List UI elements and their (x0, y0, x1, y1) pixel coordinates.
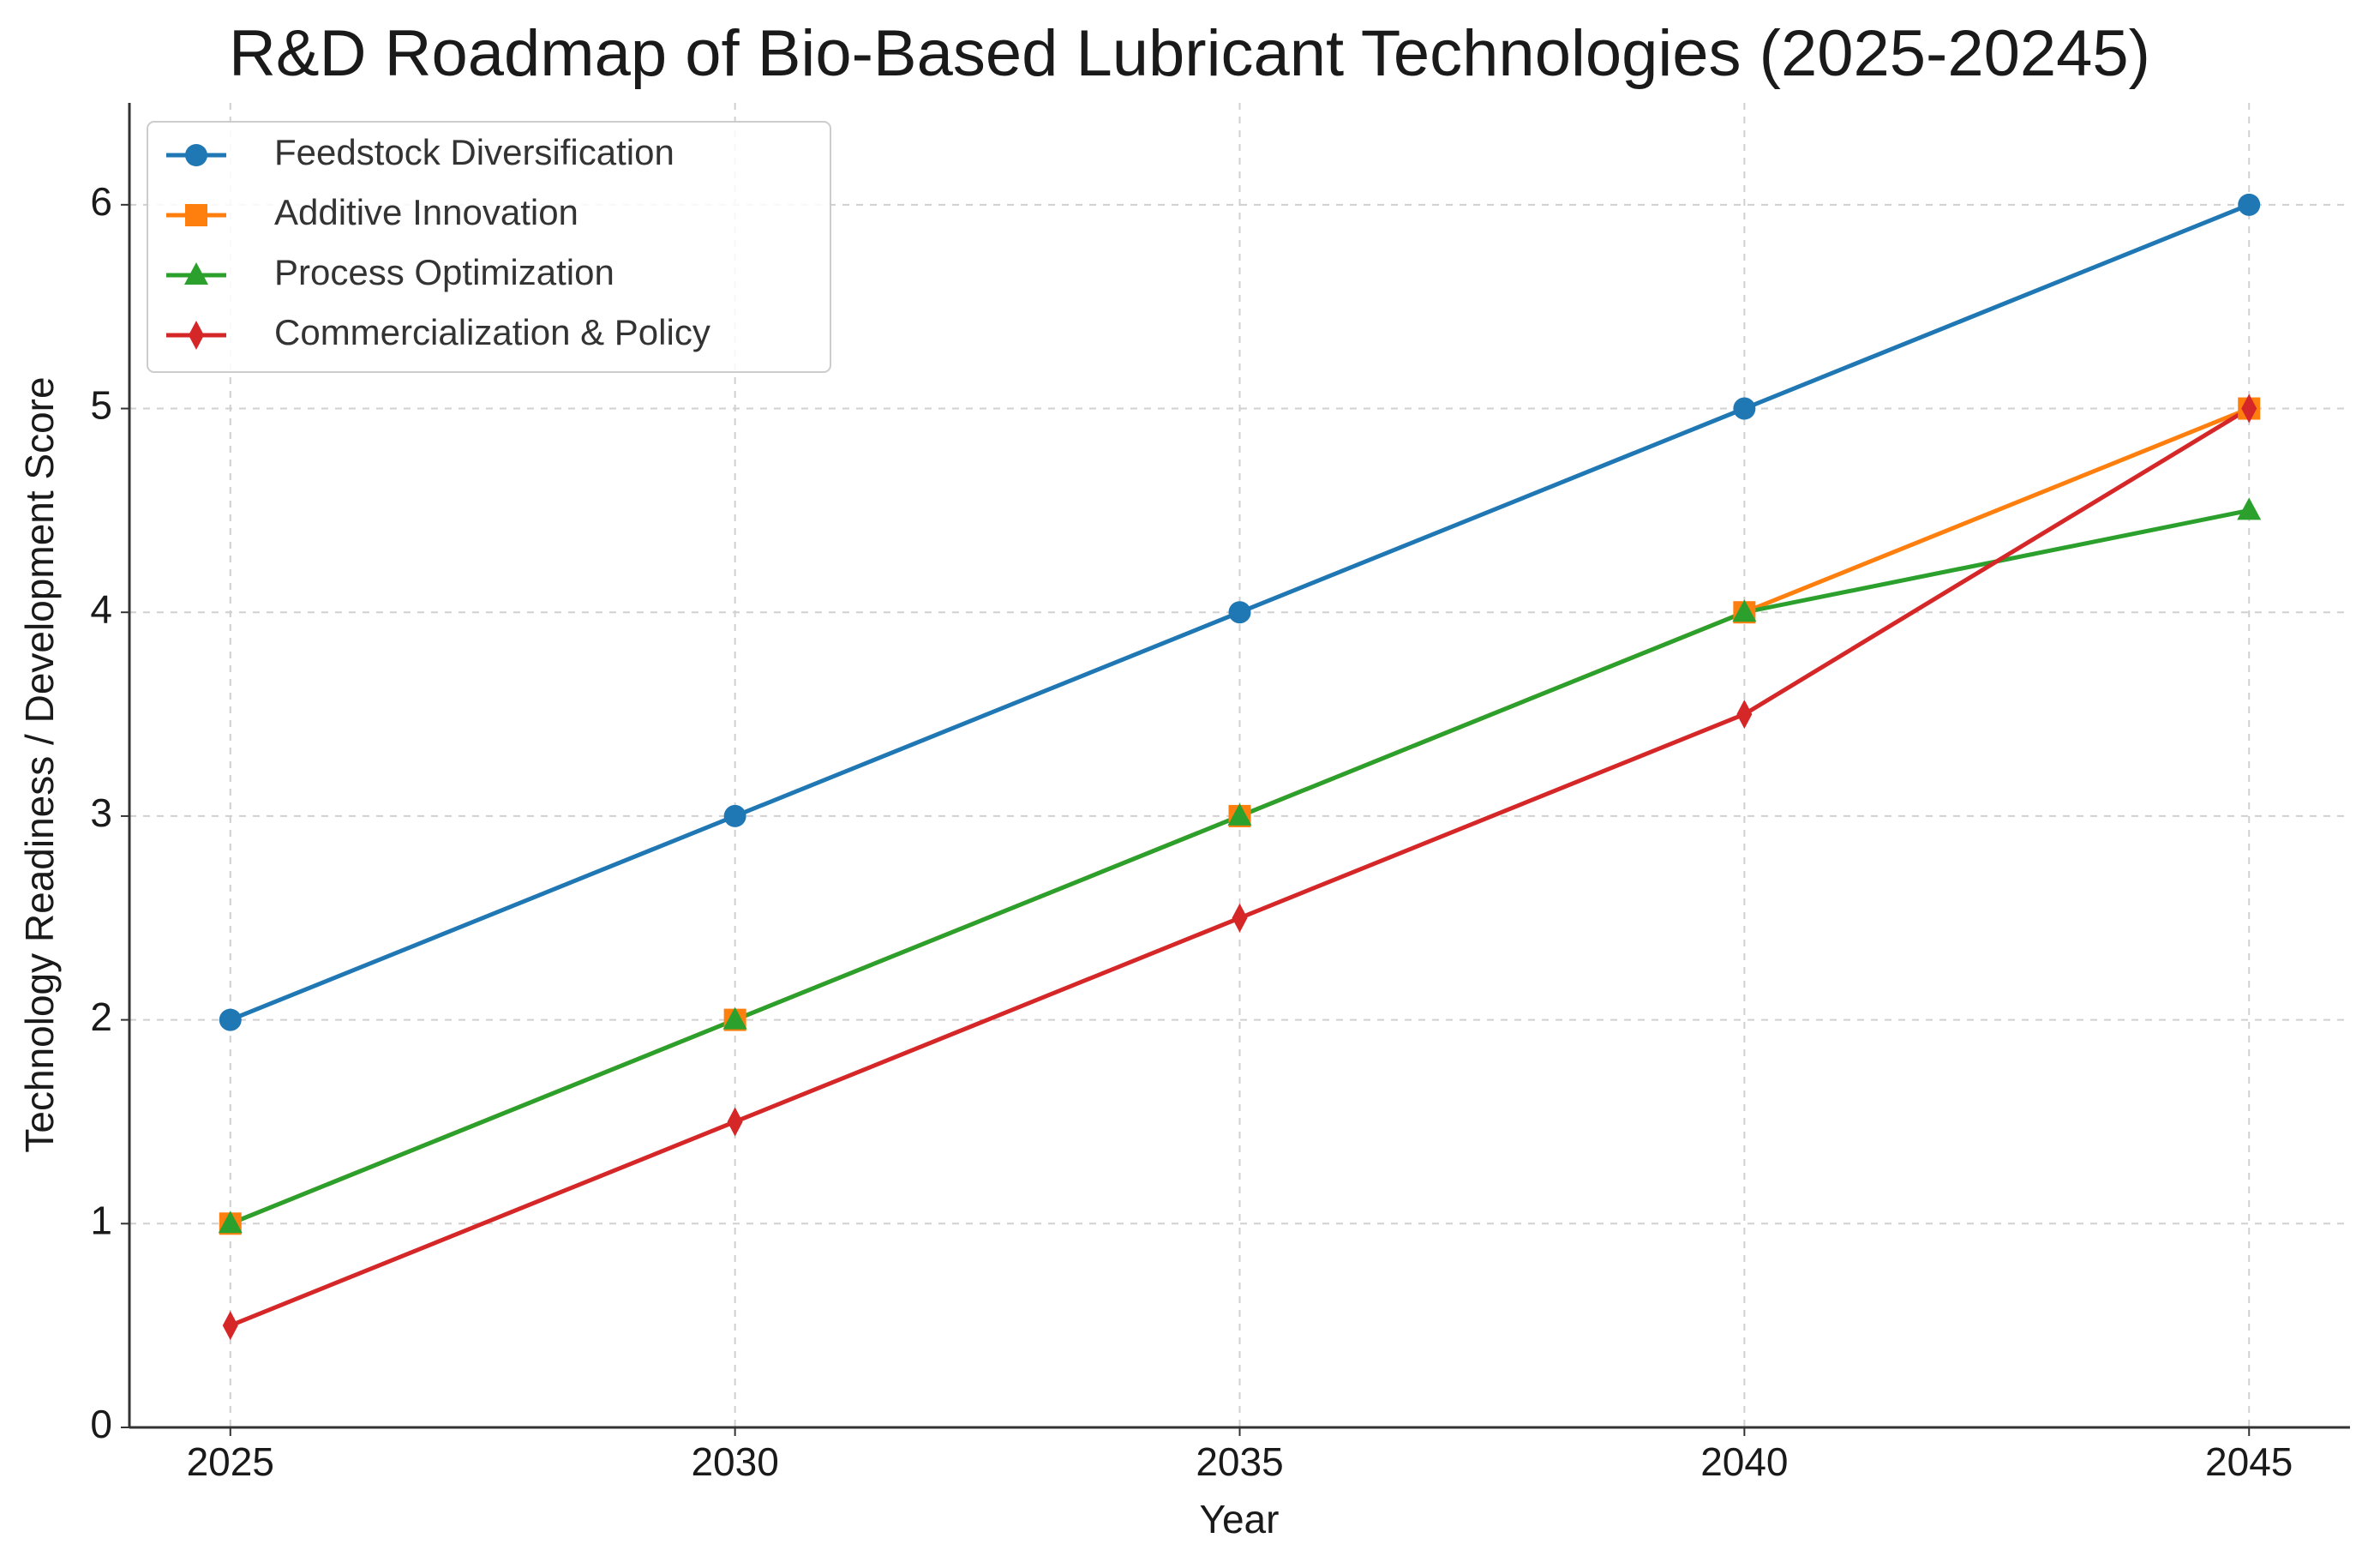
legend-marker (189, 321, 204, 350)
y-tick-label: 3 (90, 790, 112, 835)
x-tick-label: 2025 (187, 1439, 274, 1484)
legend-label: Feedstock Diversification (274, 132, 674, 172)
point (2241, 394, 2257, 424)
x-tick-label: 2045 (2205, 1439, 2293, 1484)
legend-marker (184, 262, 208, 285)
point (723, 804, 746, 827)
legend-box (147, 121, 831, 373)
point (1227, 802, 1252, 826)
point (222, 1311, 238, 1341)
x-axis-label: Year (1200, 1497, 1280, 1541)
legend: Feedstock Diversification Additive Innova… (147, 121, 831, 373)
legend-marker (185, 144, 207, 166)
chart-title: R&D Roadmap of Bio-Based Lubricant Techn… (229, 17, 2150, 90)
point (1228, 601, 1251, 624)
y-tick-label: 5 (90, 383, 112, 428)
legend-label: Additive Innovation (274, 192, 579, 232)
x-tick-label: 2040 (1700, 1439, 1788, 1484)
point (218, 1211, 243, 1234)
point (1736, 700, 1753, 730)
point (1732, 599, 1757, 622)
point (722, 1006, 747, 1030)
point (1232, 903, 1248, 933)
point (727, 1107, 743, 1137)
y-tick-label: 6 (90, 179, 112, 224)
point (2237, 497, 2262, 520)
y-tick-label: 4 (90, 586, 112, 631)
x-tick-label: 2035 (1196, 1439, 1283, 1484)
legend-label: Process Optimization (274, 252, 614, 292)
legend-marker (185, 204, 207, 226)
y-tick-label: 2 (90, 994, 112, 1039)
x-tick-label: 2030 (691, 1439, 778, 1484)
point (219, 1008, 242, 1031)
point (1733, 397, 1756, 420)
point (2238, 193, 2261, 216)
y-tick-label: 0 (90, 1402, 112, 1446)
y-axis-label: Technology Readiness / Development Score (17, 376, 62, 1152)
legend-label: Commercialization & Policy (274, 312, 710, 352)
y-tick-label: 1 (90, 1198, 112, 1242)
